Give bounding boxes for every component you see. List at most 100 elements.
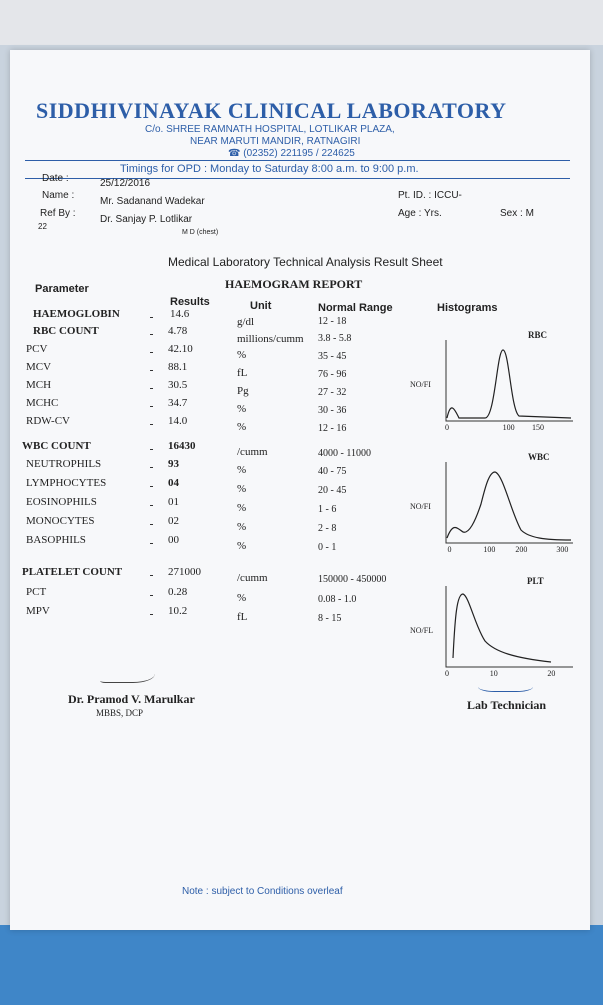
dash	[150, 334, 153, 335]
unit: %	[237, 349, 247, 361]
result: 00	[168, 534, 179, 546]
axis	[445, 462, 573, 544]
result: 271000	[168, 566, 201, 578]
histogram-name: WBC	[528, 452, 550, 462]
unit: %	[237, 502, 247, 514]
address: C/o. SHREE RAMNATH HOSPITAL, LOTLIKAR PL…	[145, 124, 395, 135]
normal-range: 0 - 1	[318, 542, 337, 553]
label: Ref By :	[40, 208, 76, 219]
rule	[25, 160, 570, 161]
table-top	[0, 0, 603, 45]
unit: millions/cumm	[237, 333, 304, 345]
histogram-name: PLT	[527, 576, 544, 586]
table-bottom	[0, 925, 603, 1005]
parameter: PCV	[26, 343, 48, 355]
dash	[150, 352, 153, 353]
tick-label: 0	[445, 669, 449, 678]
ref-degree: M D (chest)	[182, 229, 219, 236]
parameter: RBC COUNT	[33, 325, 99, 337]
number: 22	[38, 222, 47, 231]
parameter: BASOPHILS	[26, 534, 86, 546]
paper	[10, 50, 590, 930]
result: 02	[168, 515, 179, 527]
unit: %	[237, 483, 247, 495]
result: 14.6	[170, 308, 190, 320]
tick-label: 300	[556, 545, 569, 554]
unit: %	[237, 540, 247, 552]
tick-label: 0	[447, 545, 452, 554]
normal-range: 150000 - 450000	[318, 574, 387, 585]
tick-label: 100	[502, 423, 515, 432]
ref-doctor: Dr. Sanjay P. Lotlikar	[100, 214, 193, 225]
label: Date :	[42, 173, 69, 184]
signature-scribble	[478, 675, 533, 692]
signature-scribble	[100, 660, 155, 683]
dash	[150, 317, 153, 318]
dash	[150, 406, 153, 407]
doctor-degree: MBBS, DCP	[96, 708, 144, 718]
unit: %	[237, 521, 247, 533]
parameter: EOSINOPHILS	[26, 496, 97, 508]
normal-range: 4000 - 11000	[318, 448, 371, 459]
unit: fL	[237, 611, 248, 623]
tick-label: 200	[515, 545, 528, 554]
dash	[150, 388, 153, 389]
normal-range: 40 - 75	[318, 466, 347, 477]
normal-range: 12 - 18	[318, 316, 347, 327]
parameter: LYMPHOCYTES	[26, 477, 107, 489]
parameter: MCHC	[26, 397, 59, 409]
result: 0.28	[168, 586, 188, 598]
result: 88.1	[168, 361, 188, 373]
unit: %	[237, 403, 247, 415]
result: 01	[168, 496, 179, 508]
tick-label: 150	[532, 423, 545, 432]
result: 16430	[168, 440, 196, 452]
normal-range: 27 - 32	[318, 387, 347, 398]
unit: fL	[237, 367, 248, 379]
column-header: Unit	[250, 300, 272, 312]
unit: /cumm	[237, 446, 268, 458]
y-label: NO/FL	[410, 626, 434, 635]
date: 25/12/2016	[100, 178, 151, 189]
unit: %	[237, 421, 247, 433]
y-label: NO/FI	[410, 380, 431, 389]
unit: Pg	[237, 385, 249, 397]
parameter: PLATELET COUNT	[22, 566, 123, 578]
dash	[150, 449, 153, 450]
report-title: HAEMOGRAM REPORT	[225, 277, 363, 291]
parameter: RDW-CV	[26, 415, 70, 427]
distribution-curve	[446, 471, 572, 541]
dash	[150, 424, 153, 425]
unit: g/dl	[237, 316, 255, 328]
unit: %	[237, 592, 247, 604]
timings: Timings for OPD : Monday to Saturday 8:0…	[120, 163, 419, 175]
tick-label: 20	[547, 669, 556, 678]
dash	[150, 467, 153, 468]
dash	[150, 595, 153, 596]
column-header: Histograms	[437, 302, 498, 314]
column-header: Parameter	[35, 283, 89, 295]
phone: ☎ (02352) 221195 / 224625	[228, 148, 355, 159]
column-header: Normal Range	[318, 302, 393, 314]
normal-range: 30 - 36	[318, 405, 347, 416]
age: Age : Yrs.	[398, 208, 442, 219]
result: 34.7	[168, 397, 188, 409]
dash	[150, 486, 153, 487]
parameter: PCT	[26, 586, 47, 598]
result: 42.10	[168, 343, 193, 355]
dash	[150, 505, 153, 506]
parameter: MPV	[26, 605, 50, 617]
distribution-curve	[446, 349, 572, 419]
normal-range: 76 - 96	[318, 369, 347, 380]
dash	[150, 370, 153, 371]
dash	[150, 543, 153, 544]
normal-range: 2 - 8	[318, 523, 337, 534]
lab-name: SIDDHIVINAYAK CLINICAL LABORATORY	[36, 98, 507, 123]
histogram	[445, 340, 573, 422]
normal-range: 35 - 45	[318, 351, 347, 362]
normal-range: 1 - 6	[318, 504, 337, 515]
unit: %	[237, 464, 247, 476]
patient-name: Mr. Sadanand Wadekar	[100, 196, 205, 207]
rule	[25, 178, 570, 179]
dash	[150, 524, 153, 525]
